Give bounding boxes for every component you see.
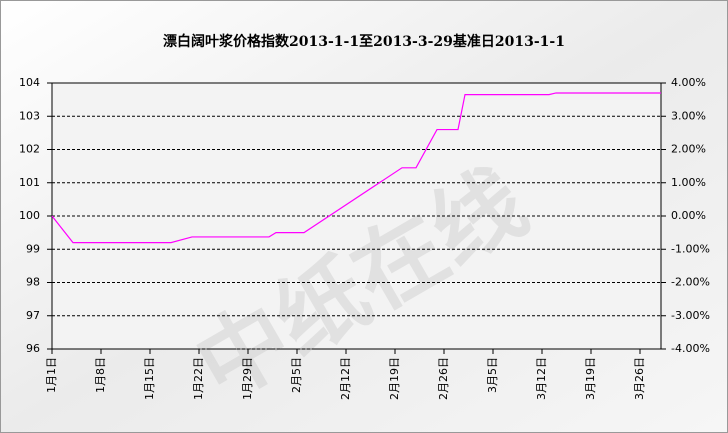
y2-tick-label: -4.00% [671,342,710,355]
y-tick-label: 99 [26,242,40,255]
x-tick-label: 1月22日 [192,357,205,400]
x-tick-label: 2月12日 [339,357,352,400]
x-tick-label: 1月1日 [45,357,58,393]
y2-tick-label: 2.00% [671,143,706,156]
x-tick-label: 3月5日 [486,357,499,393]
y-tick-label: 96 [26,342,40,355]
series-line [51,92,661,244]
y-tick-label: 102 [19,143,40,156]
y-tick-label: 103 [19,109,40,122]
chart-title: 漂白阔叶浆价格指数2013-1-1至2013-3-29基准日2013-1-1 [163,33,565,50]
x-tick-label: 3月19日 [584,357,597,400]
y2-tick-label: -2.00% [671,276,710,289]
y2-tick-label: 3.00% [671,109,706,122]
y2-tick-label: 0.00% [671,209,706,222]
y-tick-label: 104 [19,76,40,89]
x-tick-label: 2月19日 [388,357,401,400]
y2-tick-label: -1.00% [671,242,710,255]
x-tick-label: 1月29日 [241,357,254,400]
y2-tick-label: 1.00% [671,176,706,189]
y-tick-label: 101 [19,176,40,189]
y-tick-label: 98 [26,276,40,289]
x-tick-label: 3月26日 [633,357,646,400]
y-tick-label: 97 [26,309,40,322]
x-tick-label: 1月8日 [94,357,107,393]
x-tick-label: 2月26日 [437,357,450,400]
x-tick-label: 2月5日 [290,357,303,393]
y2-tick-label: 4.00% [671,76,706,89]
y2-tick-label: -3.00% [671,309,710,322]
x-tick-label: 1月15日 [143,357,156,400]
y-tick-label: 100 [19,209,40,222]
x-tick-label: 3月12日 [535,357,548,400]
